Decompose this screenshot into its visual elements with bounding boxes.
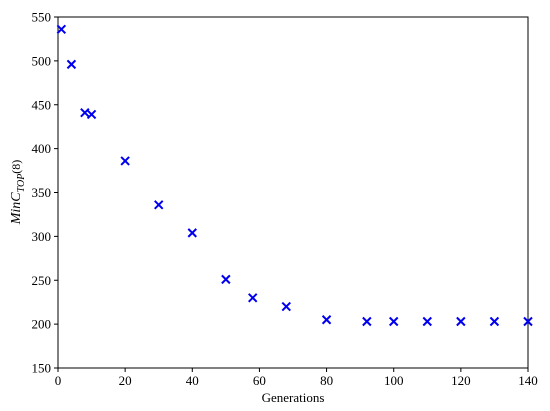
point bbox=[80, 107, 90, 118]
x-tick-label: 80 bbox=[320, 373, 333, 388]
x-tick-label: 100 bbox=[384, 373, 404, 388]
y-tick-label: 200 bbox=[32, 317, 52, 332]
point bbox=[154, 200, 164, 210]
x-tick-label: 20 bbox=[119, 373, 132, 388]
point bbox=[281, 301, 291, 312]
point bbox=[523, 316, 533, 327]
y-tick-label: 250 bbox=[32, 273, 52, 288]
plot-frame bbox=[57, 16, 529, 369]
point bbox=[248, 293, 258, 303]
point bbox=[362, 316, 372, 327]
y-label-sub: TOP bbox=[16, 174, 27, 193]
y-tick-label: 400 bbox=[32, 141, 52, 156]
point bbox=[187, 228, 197, 238]
x-tick-label: 0 bbox=[55, 373, 62, 388]
point bbox=[422, 316, 432, 327]
point bbox=[389, 316, 399, 327]
x-tick-label: 120 bbox=[451, 373, 471, 388]
point bbox=[120, 156, 130, 166]
x-axis-label: Generations bbox=[262, 390, 325, 405]
point bbox=[489, 316, 500, 327]
y-tick-label: 450 bbox=[32, 97, 52, 112]
y-tick-label: 500 bbox=[32, 53, 52, 68]
y-tick-label: 350 bbox=[32, 185, 52, 200]
point bbox=[321, 315, 332, 325]
x-tick-label: 140 bbox=[518, 373, 538, 388]
point bbox=[86, 109, 97, 120]
y-tick-label: 300 bbox=[32, 229, 52, 244]
y-axis-label: MinCTOP(8) bbox=[9, 160, 27, 226]
point bbox=[56, 24, 67, 34]
point bbox=[66, 59, 77, 70]
y-tick-label: 150 bbox=[32, 361, 52, 376]
y-label-main: MinC bbox=[9, 192, 24, 226]
point bbox=[456, 316, 466, 327]
y-label-suffix: (8) bbox=[9, 160, 23, 174]
x-tick-label: 60 bbox=[253, 373, 266, 388]
y-tick-label: 550 bbox=[32, 10, 52, 25]
x-tick-label: 40 bbox=[186, 373, 199, 388]
point bbox=[221, 274, 231, 285]
